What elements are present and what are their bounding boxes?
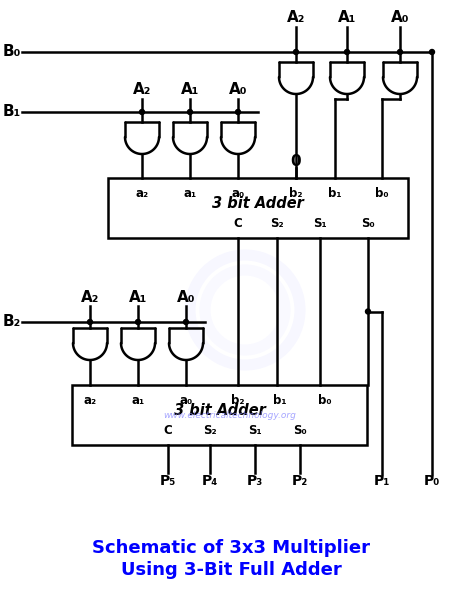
Text: P₃: P₃	[247, 474, 263, 488]
Text: S₀: S₀	[293, 424, 307, 437]
Text: B₁: B₁	[3, 105, 21, 119]
Text: A₁: A₁	[338, 11, 356, 26]
Circle shape	[140, 109, 145, 115]
Text: A₁: A₁	[181, 83, 199, 97]
Text: Schematic of 3x3 Multiplier: Schematic of 3x3 Multiplier	[92, 539, 370, 557]
Text: a₀: a₀	[179, 394, 193, 407]
Text: a₀: a₀	[231, 187, 244, 200]
Circle shape	[345, 49, 349, 55]
Bar	[108, 178, 408, 238]
Circle shape	[430, 49, 434, 55]
Circle shape	[397, 49, 402, 55]
Text: A₂: A₂	[133, 83, 151, 97]
Text: C: C	[234, 217, 243, 230]
Text: a₂: a₂	[135, 187, 149, 200]
Text: Using 3-Bit Full Adder: Using 3-Bit Full Adder	[121, 561, 341, 579]
Text: a₂: a₂	[84, 394, 97, 407]
Circle shape	[188, 109, 193, 115]
Text: A₂: A₂	[81, 289, 99, 305]
Text: 3 bit Adder: 3 bit Adder	[212, 195, 304, 211]
Text: b₂: b₂	[231, 394, 245, 407]
Text: b₀: b₀	[375, 187, 389, 200]
Text: P₀: P₀	[424, 474, 440, 488]
Text: A₀: A₀	[391, 11, 409, 26]
Circle shape	[236, 109, 241, 115]
Text: B₀: B₀	[3, 45, 21, 59]
Text: a₁: a₁	[183, 187, 196, 200]
Text: S₂: S₂	[203, 424, 217, 437]
Bar	[72, 385, 367, 445]
Text: 0: 0	[291, 154, 301, 169]
Circle shape	[87, 320, 92, 324]
Text: A₁: A₁	[129, 289, 147, 305]
Text: www.electricaltechnology.org: www.electricaltechnology.org	[164, 410, 297, 419]
Text: A₂: A₂	[287, 11, 305, 26]
Text: b₁: b₁	[273, 394, 287, 407]
Text: A₀: A₀	[229, 83, 247, 97]
Text: A₀: A₀	[177, 289, 195, 305]
Text: P₂: P₂	[292, 474, 308, 488]
Text: b₀: b₀	[318, 394, 332, 407]
Text: b₂: b₂	[289, 187, 303, 200]
Text: S₁: S₁	[313, 217, 327, 230]
Text: a₁: a₁	[131, 394, 145, 407]
Circle shape	[365, 309, 371, 314]
Text: P₄: P₄	[202, 474, 218, 488]
Text: S₂: S₂	[270, 217, 284, 230]
Text: 3 bit Adder: 3 bit Adder	[174, 403, 266, 418]
Text: P₅: P₅	[160, 474, 176, 488]
Text: B₂: B₂	[3, 314, 21, 330]
Text: C: C	[164, 424, 172, 437]
Text: b₁: b₁	[328, 187, 342, 200]
Text: S₀: S₀	[361, 217, 375, 230]
Text: S₁: S₁	[248, 424, 262, 437]
Circle shape	[183, 320, 188, 324]
Circle shape	[293, 49, 298, 55]
Circle shape	[135, 320, 140, 324]
Text: P₁: P₁	[374, 474, 390, 488]
